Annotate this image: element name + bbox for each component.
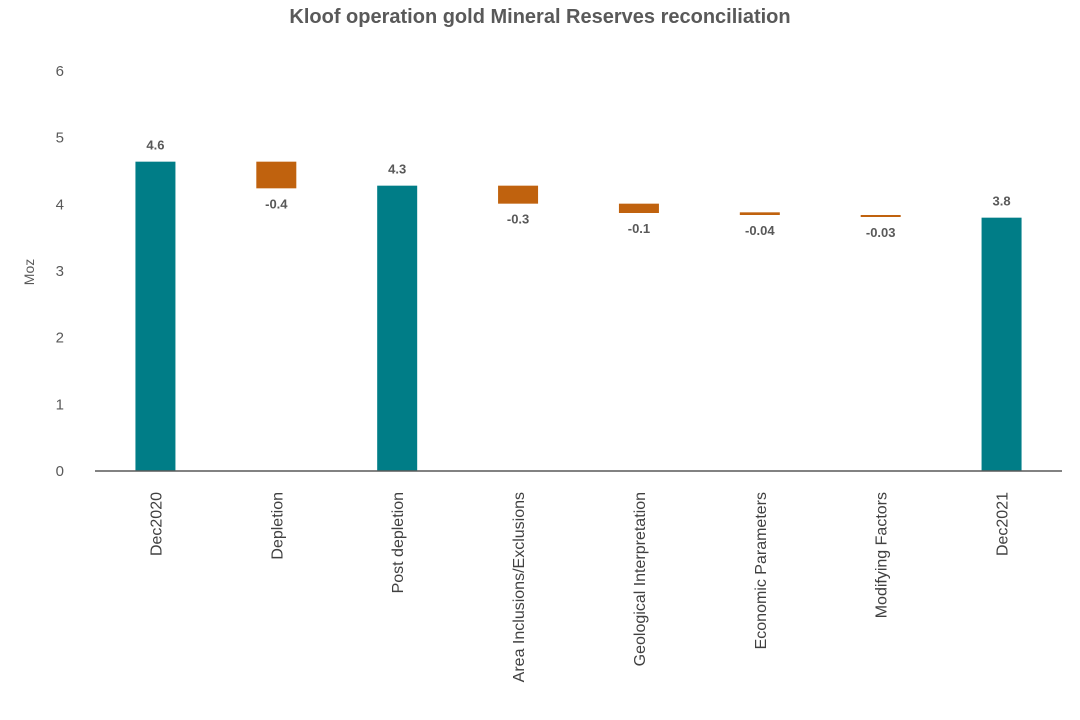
category-label: Dec2020	[148, 492, 165, 556]
category-label: Post depletion	[390, 492, 407, 593]
category-label: Dec2021	[995, 492, 1012, 556]
category-labels: Dec2020 Depletion Post depletion Area Inclu…	[148, 492, 1011, 682]
y-tick-label: 3	[56, 263, 64, 280]
total-bar	[135, 161, 176, 471]
bars	[135, 161, 1022, 471]
category-label: Area Inclusions/Exclusions	[511, 492, 528, 682]
bar-value-label: 3.8	[993, 194, 1011, 209]
category-label: Modifying Factors	[874, 492, 891, 618]
data-labels: 4.6 -0.4 4.3 -0.3 -0.1 -0.04 -0.03 3.8	[146, 138, 1010, 240]
total-bar	[981, 217, 1022, 471]
change-bar	[618, 203, 659, 213]
y-tick-label: 4	[56, 196, 64, 213]
change-bar	[739, 212, 780, 215]
y-axis-title: Moz	[21, 259, 37, 285]
bar-value-label: 4.3	[388, 162, 406, 177]
change-bar	[256, 161, 297, 189]
y-tick-label: 1	[56, 396, 64, 413]
category-label: Economic Parameters	[753, 492, 770, 649]
y-tick-label: 6	[56, 63, 64, 80]
category-label: Depletion	[269, 492, 286, 560]
bar-value-label: 4.6	[146, 138, 164, 153]
category-label: Geological Interpretation	[632, 492, 649, 666]
y-tick-label: 5	[56, 130, 64, 147]
total-bar	[377, 185, 418, 471]
bar-value-label: -0.3	[507, 212, 529, 227]
y-tick-label: 0	[56, 463, 64, 480]
bar-value-label: -0.1	[628, 221, 650, 236]
change-bar	[498, 185, 539, 204]
change-bar	[860, 215, 901, 217]
chart-title: Kloof operation gold Mineral Reserves re…	[289, 6, 791, 28]
bar-value-label: -0.03	[866, 225, 896, 240]
y-tick-label: 2	[56, 330, 64, 347]
bar-value-label: -0.4	[265, 196, 288, 211]
bar-value-label: -0.04	[745, 223, 775, 238]
y-axis-ticks: 0 1 2 3 4 5 6	[56, 63, 64, 480]
